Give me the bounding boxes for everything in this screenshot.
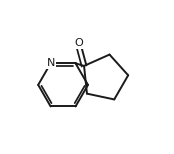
Text: N: N (46, 58, 55, 68)
Text: O: O (75, 38, 84, 49)
